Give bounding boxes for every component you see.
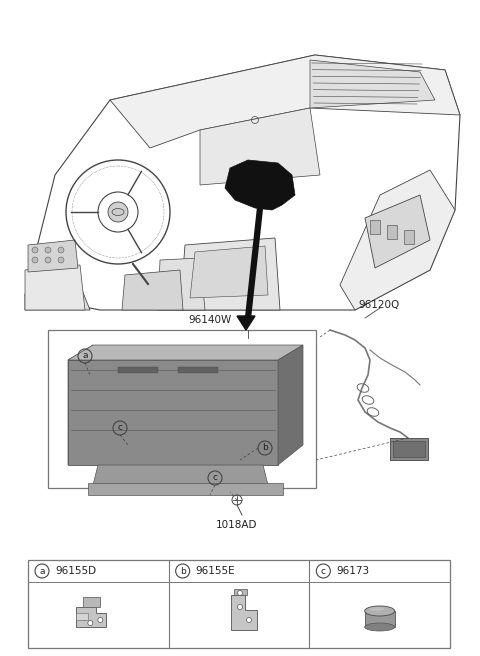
Polygon shape xyxy=(122,270,183,310)
Bar xyxy=(390,438,428,460)
Circle shape xyxy=(238,604,242,609)
Ellipse shape xyxy=(369,607,384,611)
Circle shape xyxy=(32,247,38,253)
Bar xyxy=(48,330,316,488)
Polygon shape xyxy=(28,240,78,272)
Text: 1018AD: 1018AD xyxy=(216,520,258,530)
Bar xyxy=(370,220,380,234)
Polygon shape xyxy=(237,316,255,330)
Polygon shape xyxy=(68,360,278,465)
Polygon shape xyxy=(68,345,303,360)
Bar xyxy=(393,441,425,457)
Bar xyxy=(404,230,414,244)
Bar xyxy=(387,225,397,239)
Polygon shape xyxy=(225,160,295,210)
Text: 96155E: 96155E xyxy=(196,566,235,576)
Polygon shape xyxy=(93,465,268,485)
Circle shape xyxy=(82,615,87,621)
Polygon shape xyxy=(365,611,395,627)
Text: a: a xyxy=(82,352,88,361)
Circle shape xyxy=(247,617,252,623)
Circle shape xyxy=(238,590,242,596)
Circle shape xyxy=(32,257,38,263)
Bar xyxy=(28,560,450,648)
Bar xyxy=(118,367,158,373)
Polygon shape xyxy=(190,246,268,298)
Bar xyxy=(178,367,218,373)
Polygon shape xyxy=(158,258,205,310)
Polygon shape xyxy=(110,55,460,148)
Polygon shape xyxy=(25,265,85,310)
Circle shape xyxy=(88,621,93,626)
Polygon shape xyxy=(310,60,435,108)
Ellipse shape xyxy=(365,623,395,631)
Text: b: b xyxy=(180,567,186,575)
Text: 96155D: 96155D xyxy=(55,566,96,576)
Polygon shape xyxy=(180,238,280,310)
Polygon shape xyxy=(231,595,257,630)
Polygon shape xyxy=(84,597,100,607)
Text: 96173: 96173 xyxy=(336,566,370,576)
Polygon shape xyxy=(365,195,430,268)
Polygon shape xyxy=(68,345,93,465)
Polygon shape xyxy=(25,285,90,310)
Text: 96120Q: 96120Q xyxy=(358,300,399,310)
Text: a: a xyxy=(39,567,45,575)
Polygon shape xyxy=(88,483,283,495)
Circle shape xyxy=(108,202,128,222)
Text: c: c xyxy=(118,424,122,432)
Text: c: c xyxy=(321,567,326,575)
Polygon shape xyxy=(76,613,88,620)
Text: b: b xyxy=(262,443,268,453)
Polygon shape xyxy=(76,607,107,627)
Polygon shape xyxy=(234,589,247,595)
Text: c: c xyxy=(213,474,217,483)
Circle shape xyxy=(98,617,103,623)
Circle shape xyxy=(58,247,64,253)
Polygon shape xyxy=(278,345,303,465)
Ellipse shape xyxy=(112,209,124,216)
Ellipse shape xyxy=(365,606,395,616)
Polygon shape xyxy=(340,170,455,310)
Text: 96140W: 96140W xyxy=(188,315,232,325)
Polygon shape xyxy=(200,108,320,185)
Circle shape xyxy=(45,257,51,263)
Circle shape xyxy=(58,257,64,263)
Circle shape xyxy=(45,247,51,253)
